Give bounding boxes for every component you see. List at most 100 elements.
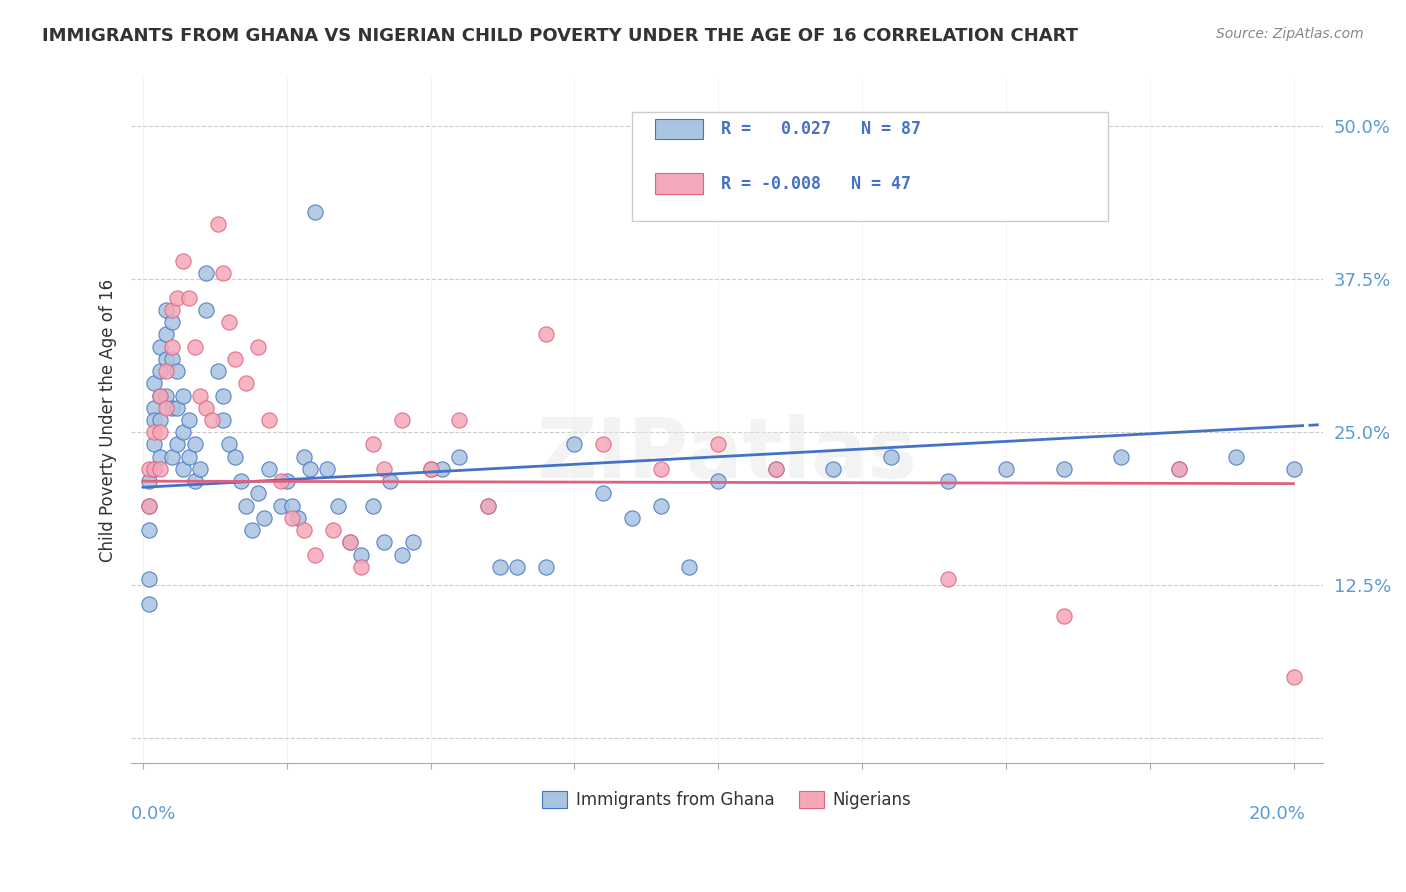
Point (138, 499, 160, 513)
Point (1340, 462, 1362, 476)
Point (177, 450, 200, 464)
Point (287, 511, 309, 525)
Point (477, 499, 499, 513)
Point (534, 559, 557, 574)
Point (449, 450, 471, 464)
Point (270, 474, 292, 488)
Point (361, 437, 384, 451)
Point (177, 413, 200, 427)
Point (235, 376, 257, 391)
Point (229, 474, 252, 488)
Point (149, 388, 172, 402)
Point (212, 388, 235, 402)
Point (143, 376, 166, 391)
Point (430, 462, 453, 476)
Point (316, 462, 339, 476)
Point (195, 302, 218, 317)
Point (183, 474, 205, 488)
Point (564, 437, 586, 451)
Text: Source: ZipAtlas.com: Source: ZipAtlas.com (1216, 27, 1364, 41)
Point (138, 474, 160, 488)
Point (765, 462, 787, 476)
Point (477, 499, 499, 513)
Point (160, 302, 183, 317)
Point (298, 462, 321, 476)
Point (195, 401, 218, 415)
FancyBboxPatch shape (631, 112, 1108, 221)
Point (304, 205, 326, 219)
Point (1052, 608, 1074, 623)
Point (292, 523, 315, 537)
Point (1167, 462, 1189, 476)
Text: 0.0%: 0.0% (131, 805, 177, 823)
Point (650, 499, 672, 513)
Point (155, 364, 177, 378)
Point (224, 450, 246, 464)
Point (160, 315, 183, 329)
Point (172, 462, 194, 476)
Text: 20.0%: 20.0% (1249, 805, 1305, 823)
Point (1167, 462, 1189, 476)
Point (592, 486, 614, 500)
Point (201, 413, 224, 427)
Point (534, 327, 557, 342)
Point (1052, 462, 1074, 476)
Point (149, 388, 172, 402)
Legend: Immigrants from Ghana, Nigerians: Immigrants from Ghana, Nigerians (536, 784, 918, 816)
Point (218, 437, 240, 451)
Point (149, 364, 172, 378)
Point (143, 425, 166, 440)
Point (995, 462, 1018, 476)
Point (880, 450, 903, 464)
Point (339, 535, 361, 549)
Point (506, 559, 529, 574)
Point (281, 511, 304, 525)
Point (322, 523, 344, 537)
Text: ZIPatlas: ZIPatlas (536, 414, 917, 495)
Point (292, 450, 315, 464)
Point (183, 340, 205, 354)
Point (449, 413, 471, 427)
Point (138, 523, 160, 537)
Point (207, 217, 229, 231)
Point (707, 437, 730, 451)
Text: IMMIGRANTS FROM GHANA VS NIGERIAN CHILD POVERTY UNDER THE AGE OF 16 CORRELATION : IMMIGRANTS FROM GHANA VS NIGERIAN CHILD … (42, 27, 1078, 45)
Point (350, 548, 373, 562)
Point (155, 302, 177, 317)
Point (488, 559, 510, 574)
Point (160, 450, 183, 464)
Point (149, 462, 172, 476)
Point (373, 535, 395, 549)
Y-axis label: Child Poverty Under the Age of 16: Child Poverty Under the Age of 16 (100, 278, 117, 562)
Point (143, 462, 166, 476)
Point (938, 572, 960, 586)
Point (1109, 450, 1132, 464)
Point (281, 499, 304, 513)
Point (419, 462, 441, 476)
Point (678, 559, 700, 574)
Point (361, 499, 384, 513)
Point (1282, 462, 1305, 476)
Point (155, 327, 177, 342)
Point (160, 340, 183, 354)
Bar (655, 173, 703, 194)
Point (138, 499, 160, 513)
Point (938, 474, 960, 488)
Point (177, 291, 200, 305)
Point (172, 388, 194, 402)
Point (592, 437, 614, 451)
Point (160, 351, 183, 366)
Point (212, 413, 235, 427)
Point (240, 523, 263, 537)
Point (138, 597, 160, 611)
Point (391, 413, 413, 427)
Point (270, 499, 292, 513)
Point (252, 511, 274, 525)
Point (350, 559, 373, 574)
Point (138, 572, 160, 586)
Point (620, 511, 643, 525)
Text: R =   0.027   N = 87: R = 0.027 N = 87 (721, 120, 921, 138)
Point (166, 437, 188, 451)
Point (195, 266, 218, 280)
Point (1282, 670, 1305, 684)
